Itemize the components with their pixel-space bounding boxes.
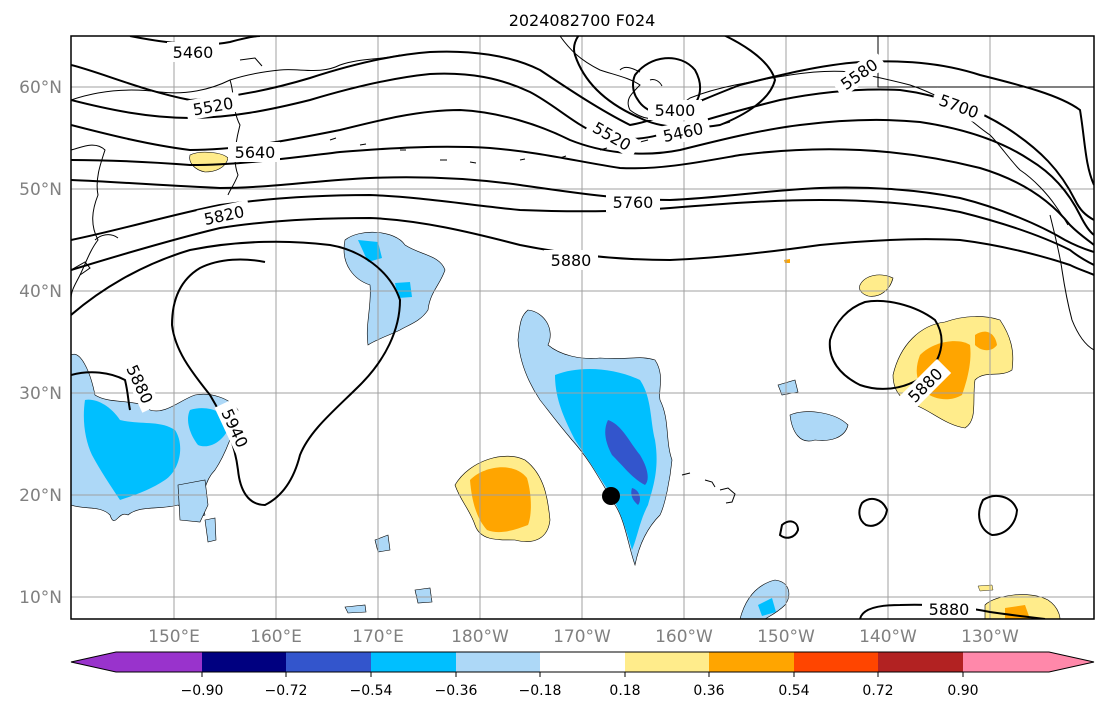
colorbar-tick-label: 0.54 [778, 683, 809, 699]
lon-label: 130°W [961, 627, 1019, 647]
colorbar-bin [456, 652, 540, 672]
colorbar-high-extend [1049, 652, 1094, 672]
location-marker [602, 487, 620, 505]
colorbar-tick-label: −0.54 [350, 683, 393, 699]
colorbar-tick-label: 0.90 [947, 683, 978, 699]
lon-label: 140°W [859, 627, 917, 647]
colorbar-tick-label: 0.72 [862, 683, 893, 699]
lon-label: 170°W [553, 627, 611, 647]
contour-label: 5460 [173, 43, 214, 62]
colorbar-bin [963, 652, 1049, 672]
lat-label: 50°N [19, 180, 62, 200]
colorbar-bin [286, 652, 371, 672]
colorbar-outline [70, 651, 1095, 673]
contour-label: 5460 [661, 119, 705, 146]
lon-label: 180°W [451, 627, 509, 647]
lat-label: 20°N [19, 486, 62, 506]
longitude-labels: 150°E 160°E 170°E 180°W 170°W 160°W 150°… [148, 627, 1019, 647]
lat-label: 10°N [19, 588, 62, 608]
colorbar-low-extend [71, 652, 116, 672]
colorbar-tick-label: 0.18 [609, 683, 640, 699]
shaded-regions [71, 151, 1061, 619]
lat-label: 30°N [19, 384, 62, 404]
lon-label: 150°W [757, 627, 815, 647]
colorbar-bin [116, 652, 202, 672]
colorbar: −0.90 −0.72 −0.54 −0.36 −0.18 0.18 0.36 … [70, 651, 1095, 699]
colorbar-bin [709, 652, 794, 672]
colorbar-tick-label: −0.36 [435, 683, 478, 699]
contour-label: 5880 [929, 600, 970, 619]
lat-label: 40°N [19, 282, 62, 302]
contour-label-group: 5460 5520 5640 5820 5400 5520 5460 5580 … [119, 42, 988, 619]
colorbar-bin [794, 652, 878, 672]
map-title: 2024082700 F024 [509, 11, 656, 30]
lon-label: 170°E [352, 627, 404, 647]
colorbar-bin [540, 652, 625, 672]
colorbar-bin [202, 652, 286, 672]
latitude-labels: 60°N 50°N 40°N 30°N 20°N 10°N [19, 78, 62, 608]
colorbar-bin [878, 652, 963, 672]
colorbar-tick-label: −0.18 [519, 683, 562, 699]
map-frame [70, 35, 1095, 620]
lon-label: 160°W [655, 627, 713, 647]
contour-label: 5700 [936, 91, 981, 123]
colorbar-tick-label: −0.72 [265, 683, 308, 699]
colorbar-tick-label: −0.90 [181, 683, 224, 699]
lon-label: 160°E [250, 627, 302, 647]
lat-label: 60°N [19, 78, 62, 98]
contour-label: 5400 [655, 101, 696, 120]
gridlines [71, 36, 1094, 619]
colorbar-bin [625, 652, 709, 672]
colorbar-tick-label: 0.36 [693, 683, 724, 699]
lon-label: 150°E [148, 627, 200, 647]
contour-label: 5760 [613, 193, 654, 212]
contour-label: 5880 [551, 251, 592, 270]
colorbar-bin [371, 652, 456, 672]
contour-label: 5640 [235, 143, 276, 162]
